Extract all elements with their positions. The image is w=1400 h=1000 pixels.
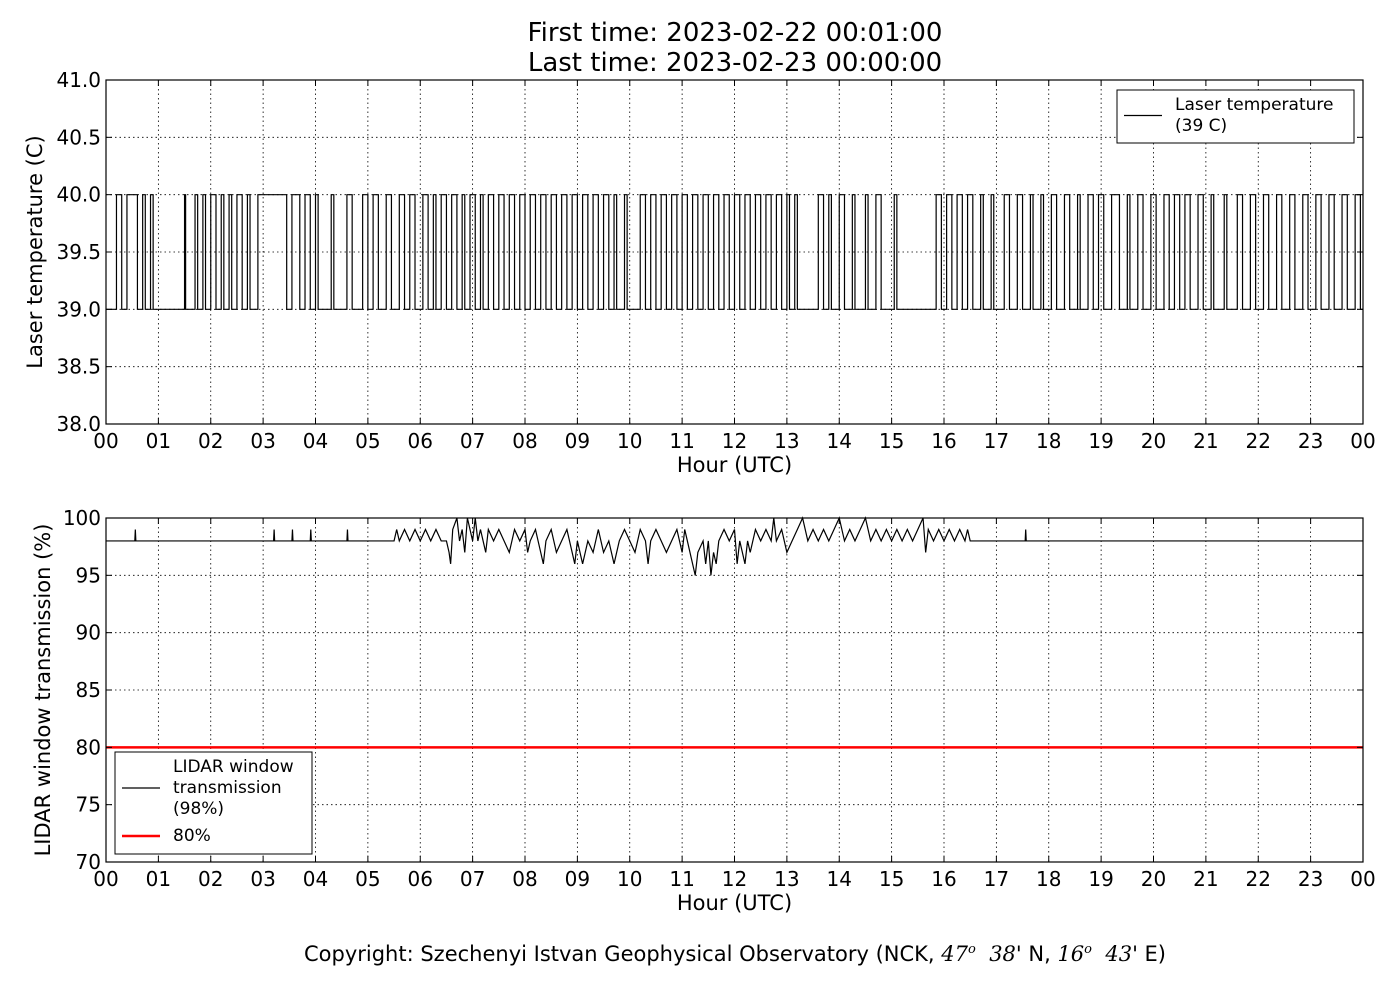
x-tick-label: 02 — [198, 867, 223, 891]
y-tick-label: 85 — [76, 678, 101, 702]
legend-label-line: 80% — [173, 826, 211, 846]
latitude-degree: o — [968, 942, 976, 957]
x-tick-label: 11 — [669, 867, 694, 891]
y-tick-label: 41.0 — [56, 68, 101, 92]
x-tick-label: 21 — [1193, 867, 1218, 891]
x-tick-label: 03 — [250, 867, 275, 891]
x-tick-label: 19 — [1088, 429, 1113, 453]
y-tick-label: 38.0 — [56, 412, 101, 436]
x-tick-label: 22 — [1246, 429, 1271, 453]
x-axis-label: Hour (UTC) — [677, 891, 792, 915]
copyright-prefix: Copyright: Szechenyi Istvan Geophysical … — [303, 942, 942, 966]
chart-title-line-2: Last time: 2023-02-23 00:00:00 — [527, 48, 943, 78]
x-axis-label: Hour (UTC) — [677, 453, 792, 477]
x-tick-label: 05 — [355, 867, 380, 891]
x-tick-label: 11 — [669, 429, 694, 453]
x-tick-label: 00 — [93, 429, 118, 453]
longitude-suffix: ' E) — [1132, 942, 1167, 966]
x-tick-label: 05 — [355, 429, 380, 453]
latitude-minutes: 38 — [989, 942, 1016, 966]
y-tick-label: 100 — [63, 506, 101, 530]
x-tick-label: 15 — [879, 867, 904, 891]
x-tick-label: 06 — [408, 429, 433, 453]
x-tick-label: 06 — [408, 867, 433, 891]
legend-label-line: Laser temperature — [1175, 95, 1333, 115]
x-tick-label: 08 — [512, 867, 537, 891]
x-tick-label: 18 — [1036, 429, 1061, 453]
y-tick-label: 90 — [76, 621, 101, 645]
x-tick-label: 15 — [879, 429, 904, 453]
x-tick-label: 01 — [146, 429, 171, 453]
legend-box — [1116, 89, 1355, 144]
y-axis-label: LIDAR window transmission (%) — [31, 524, 55, 857]
chart-panel-1: 00 01 02 03 04 05 06 07 08 09 10 11 12 13 14 15 16 17 18 19… — [23, 68, 1376, 477]
x-tick-label: 17 — [984, 867, 1009, 891]
x-tick-label: 09 — [565, 429, 590, 453]
longitude-degree: o — [1084, 942, 1092, 957]
x-tick-label: 07 — [460, 867, 485, 891]
y-tick-label: 40.5 — [56, 125, 101, 149]
x-tick-label: 04 — [303, 429, 328, 453]
x-tick-label: 13 — [774, 867, 799, 891]
x-tick-label: 00 — [93, 867, 118, 891]
y-tick-label: 39.0 — [56, 297, 101, 321]
x-tick-label: 00 — [1350, 429, 1375, 453]
x-tick-label: 12 — [722, 429, 747, 453]
y-tick-label: 75 — [76, 793, 101, 817]
x-tick-label: 10 — [617, 429, 642, 453]
legend-label: 80% — [173, 826, 211, 846]
x-tick-label: 17 — [984, 429, 1009, 453]
longitude-value: 16 — [1057, 942, 1085, 966]
x-tick-label: 18 — [1036, 867, 1061, 891]
y-tick-label: 95 — [76, 563, 101, 587]
x-tick-label: 21 — [1193, 429, 1218, 453]
y-axis-label: Laser temperature (C) — [23, 135, 47, 368]
legend: LIDAR window transmission (98%) 80% — [114, 751, 313, 855]
x-tick-label: 04 — [303, 867, 328, 891]
x-tick-label: 14 — [827, 867, 852, 891]
y-tick-label: 39.5 — [56, 240, 101, 264]
y-tick-label: 40.0 — [56, 183, 101, 207]
x-tick-label: 09 — [565, 867, 590, 891]
legend-label-line: transmission — [173, 778, 282, 798]
x-tick-label: 12 — [722, 867, 747, 891]
x-tick-label: 20 — [1141, 867, 1166, 891]
x-tick-label: 02 — [198, 429, 223, 453]
legend-label: Laser temperature (39 C) — [1175, 95, 1333, 136]
legend-label: LIDAR window transmission (98%) — [173, 757, 294, 819]
legend-label-line: (98%) — [173, 799, 224, 819]
chart-title-line-1: First time: 2023-02-22 00:01:00 — [527, 18, 943, 48]
legend: Laser temperature (39 C) — [1116, 89, 1355, 144]
latitude-value: 47 — [941, 942, 968, 966]
x-tick-label: 16 — [931, 429, 956, 453]
x-tick-label: 20 — [1141, 429, 1166, 453]
latitude-suffix: ' N, — [1015, 942, 1058, 966]
y-tick-label: 70 — [76, 850, 101, 874]
x-tick-label: 10 — [617, 867, 642, 891]
longitude-minutes: 43 — [1105, 942, 1133, 966]
chart-panel-2: 00 01 02 03 04 05 06 07 08 09 10 11 12 13 14 15 16 17 18 19… — [31, 506, 1376, 915]
x-tick-label: 07 — [460, 429, 485, 453]
x-tick-label: 08 — [512, 429, 537, 453]
x-tick-label: 23 — [1298, 867, 1323, 891]
x-tick-label: 22 — [1246, 867, 1271, 891]
series-line-1 — [106, 516, 1363, 576]
legend-label-line: LIDAR window — [173, 757, 294, 777]
x-tick-label: 16 — [931, 867, 956, 891]
legend-label-line: (39 C) — [1175, 116, 1227, 136]
x-tick-label: 13 — [774, 429, 799, 453]
x-tick-label: 00 — [1350, 867, 1375, 891]
x-tick-label: 19 — [1088, 867, 1113, 891]
x-tick-label: 23 — [1298, 429, 1323, 453]
x-tick-label: 14 — [827, 429, 852, 453]
y-tick-label: 80 — [76, 735, 101, 759]
y-tick-label: 38.5 — [56, 355, 101, 379]
x-tick-label: 03 — [250, 429, 275, 453]
series-line-1 — [106, 194, 1363, 310]
copyright-text: Copyright: Szechenyi Istvan Geophysical … — [0, 936, 1400, 968]
x-tick-label: 01 — [146, 867, 171, 891]
